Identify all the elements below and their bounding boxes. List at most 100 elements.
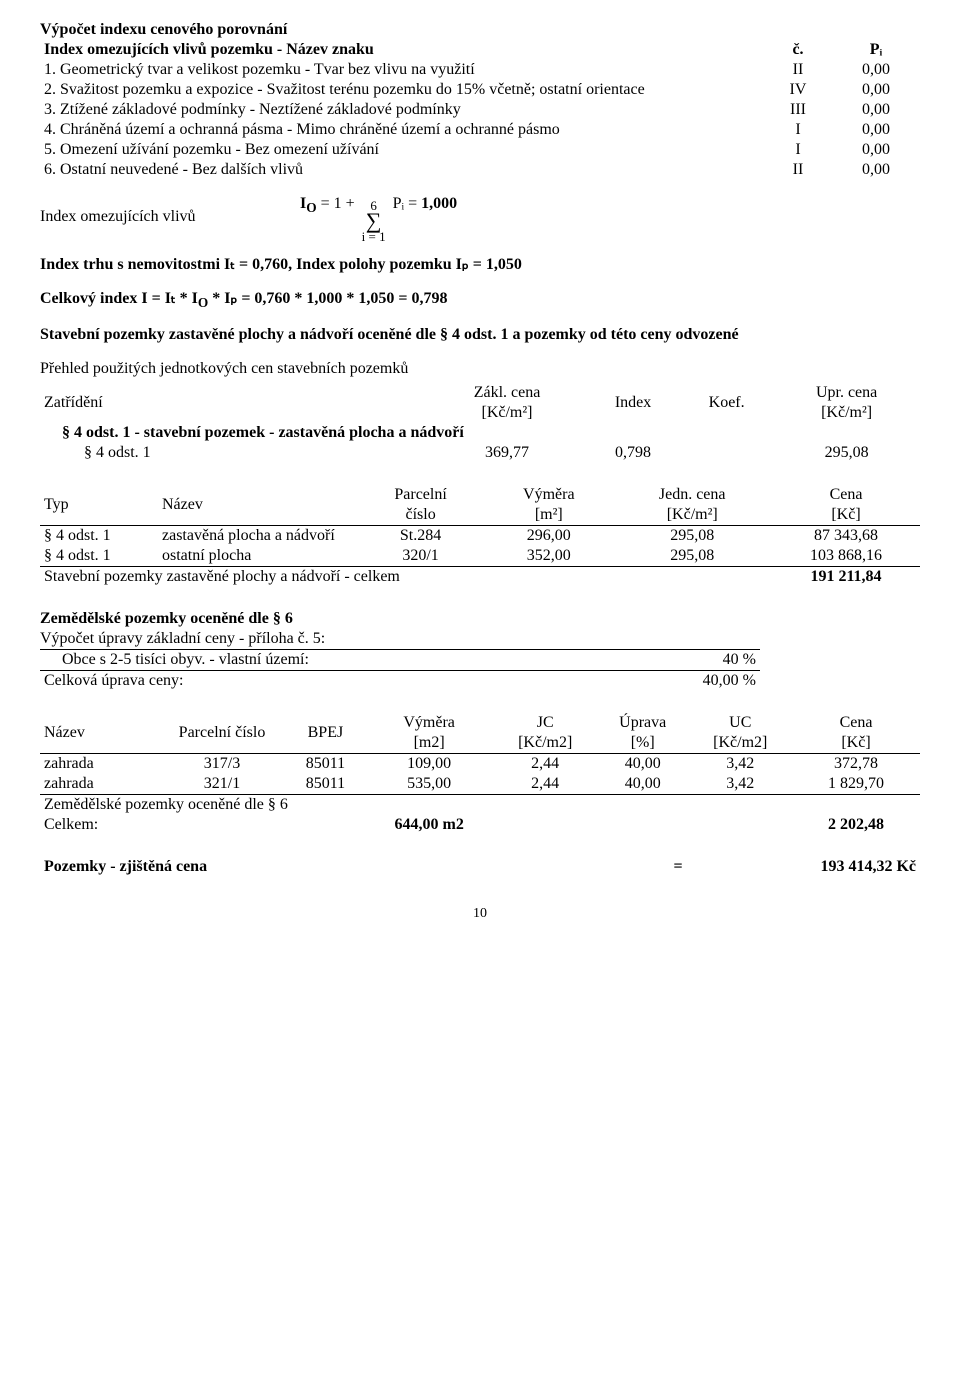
t3-sum-row: Celkem: bbox=[40, 815, 365, 835]
vym-header-2: [m²] bbox=[485, 505, 612, 526]
zatr-row-upr: 295,08 bbox=[773, 443, 920, 463]
cell-jedn: 295,08 bbox=[612, 526, 772, 547]
t3-c: 372,78 bbox=[792, 754, 920, 775]
formula-body: IO = 1 + 6∑i = 1 Pᵢ = 1,000 bbox=[300, 194, 457, 241]
final-row: Pozemky - zjištěná cena = 193 414,32 Kč bbox=[40, 857, 920, 877]
cena-header-1: Cena bbox=[772, 485, 920, 505]
parcel-sum-row: Stavební pozemky zastavěné plochy a nádv… bbox=[40, 567, 920, 588]
index-row: 3. Ztížené základové podmínky - Neztížen… bbox=[40, 100, 920, 120]
formula-mid: = 1 + bbox=[317, 195, 359, 212]
vym-header-1: Výměra bbox=[485, 485, 612, 505]
row-text: 5. Omezení užívání pozemku - Bez omezení… bbox=[40, 140, 764, 160]
overall-rest: * Iₚ = 0,760 * 1,000 * 1,050 = 0,798 bbox=[208, 290, 447, 307]
row-text: 1. Geometrický tvar a velikost pozemku -… bbox=[40, 60, 764, 80]
cell-vym: 352,00 bbox=[485, 546, 612, 567]
t3-p: 321/1 bbox=[158, 774, 286, 795]
cell-nazev: ostatní plocha bbox=[158, 546, 356, 567]
row-c: IV bbox=[764, 80, 832, 100]
row-text: 6. Ostatní neuvedené - Bez dalších vlivů bbox=[40, 160, 764, 180]
parc-header-1: Parcelní bbox=[356, 485, 485, 505]
t3-jc-h1: JC bbox=[493, 713, 596, 733]
col-c-header: č. bbox=[764, 40, 832, 60]
koef-header: Koef. bbox=[680, 383, 773, 423]
sigma-symbol: ∑ bbox=[366, 212, 382, 230]
t3-upr-h2: [%] bbox=[597, 733, 689, 754]
t3-cena-h1: Cena bbox=[792, 713, 920, 733]
upr-header-2: [Kč/m²] bbox=[773, 403, 920, 423]
formula-sub: O bbox=[306, 200, 316, 215]
formula-label: Index omezujících vlivů bbox=[40, 207, 300, 227]
row-p: 0,00 bbox=[832, 140, 920, 160]
agri-pct-1: 40 % bbox=[592, 650, 760, 671]
cell-vym: 296,00 bbox=[485, 526, 612, 547]
t3-u: 40,00 bbox=[597, 774, 689, 795]
row-text: 4. Chráněná území a ochranná pásma - Mim… bbox=[40, 120, 764, 140]
sigma-bottom: i = 1 bbox=[362, 230, 386, 243]
cell-nazev: zastavěná plocha a nádvoří bbox=[158, 526, 356, 547]
zatr-header: Zatřídění bbox=[40, 383, 428, 423]
row-c: I bbox=[764, 140, 832, 160]
row-c: III bbox=[764, 100, 832, 120]
t3-n: zahrada bbox=[40, 774, 158, 795]
row-p: 0,00 bbox=[832, 60, 920, 80]
overall-left: Celkový index I = Iₜ * I bbox=[40, 290, 198, 307]
index-row: 5. Omezení užívání pozemku - Bez omezení… bbox=[40, 140, 920, 160]
final-label: Pozemky - zjištěná cena bbox=[40, 857, 644, 877]
upr-header-1: Upr. cena bbox=[773, 383, 920, 403]
zatr-row-label: § 4 odst. 1 bbox=[40, 443, 428, 463]
index-row: 4. Chráněná území a ochranná pásma - Mim… bbox=[40, 120, 920, 140]
index-row: 1. Geometrický tvar a velikost pozemku -… bbox=[40, 60, 920, 80]
row-c: II bbox=[764, 160, 832, 180]
t3-b: 85011 bbox=[286, 774, 365, 795]
row-p: 0,00 bbox=[832, 120, 920, 140]
agri-title: Zemědělské pozemky oceněné dle § 6 bbox=[40, 609, 920, 629]
doc-heading: Výpočet indexu cenového porovnání bbox=[40, 20, 920, 40]
sum-label: Stavební pozemky zastavěné plochy a nádv… bbox=[40, 567, 772, 588]
agri-line-1: Obce s 2-5 tisíci obyv. - vlastní území: bbox=[40, 650, 592, 671]
row-c: I bbox=[764, 120, 832, 140]
jedn-header-2: [Kč/m²] bbox=[612, 505, 772, 526]
zatr-row-title: § 4 odst. 1 - stavební pozemek - zastavě… bbox=[40, 423, 920, 443]
t3-uc-h2: [Kč/m2] bbox=[689, 733, 792, 754]
formula-row: Index omezujících vlivů IO = 1 + 6∑i = 1… bbox=[40, 194, 920, 241]
cena-header-2: [Kč] bbox=[772, 505, 920, 526]
t3-c: 1 829,70 bbox=[792, 774, 920, 795]
formula-right: Pᵢ = bbox=[389, 195, 422, 212]
unit-price-table: Zatřídění Zákl. cena Index Koef. Upr. ce… bbox=[40, 383, 920, 463]
t3-uc-h1: UC bbox=[689, 713, 792, 733]
cell-parc: St.284 bbox=[356, 526, 485, 547]
sum-value: 191 211,84 bbox=[772, 567, 920, 588]
t3-jc-h2: [Kč/m2] bbox=[493, 733, 596, 754]
parc-header-2: číslo bbox=[356, 505, 485, 526]
zatr-row-idx: 0,798 bbox=[586, 443, 680, 463]
section-1-title: Stavební pozemky zastavěné plochy a nádv… bbox=[40, 325, 920, 345]
t3-v: 535,00 bbox=[365, 774, 494, 795]
row-p: 0,00 bbox=[832, 100, 920, 120]
t3-n: zahrada bbox=[40, 754, 158, 775]
row-text: 2. Svažitost pozemku a expozice - Svažit… bbox=[40, 80, 764, 100]
t3-v: 109,00 bbox=[365, 754, 494, 775]
cell-cena: 103 868,16 bbox=[772, 546, 920, 567]
t3-parc-h: Parcelní číslo bbox=[158, 713, 286, 754]
parcels-table: Typ Název Parcelní Výměra Jedn. cena Cen… bbox=[40, 485, 920, 587]
agri-line-2: Celková úprava ceny: bbox=[40, 671, 592, 692]
final-eq: = bbox=[644, 857, 712, 877]
formula-result: 1,000 bbox=[421, 195, 457, 212]
sigma-icon: 6∑i = 1 bbox=[362, 199, 386, 243]
index-header: Index bbox=[586, 383, 680, 423]
overall-sub: O bbox=[198, 295, 208, 310]
t3-uc: 3,42 bbox=[689, 774, 792, 795]
agri-sum-label-row: Zemědělské pozemky oceněné dle § 6 bbox=[40, 795, 920, 816]
agri-row: zahrada 317/3 85011 109,00 2,44 40,00 3,… bbox=[40, 754, 920, 775]
overview-label: Přehled použitých jednotkových cen stave… bbox=[40, 359, 920, 379]
t3-upr-h1: Úprava bbox=[597, 713, 689, 733]
index-table: Index omezujících vlivů pozemku - Název … bbox=[40, 40, 920, 180]
t3-uc: 3,42 bbox=[689, 754, 792, 775]
page-number: 10 bbox=[40, 905, 920, 923]
agri-subtitle: Výpočet úpravy základní ceny - příloha č… bbox=[40, 629, 760, 650]
t3-bpej-h: BPEJ bbox=[286, 713, 365, 754]
t3-p: 317/3 bbox=[158, 754, 286, 775]
t3-sum-v: 644,00 m2 bbox=[365, 815, 494, 835]
zakl-header-1: Zákl. cena bbox=[428, 383, 586, 403]
index-trhu-line: Index trhu s nemovitostmi Iₜ = 0,760, In… bbox=[40, 255, 920, 275]
